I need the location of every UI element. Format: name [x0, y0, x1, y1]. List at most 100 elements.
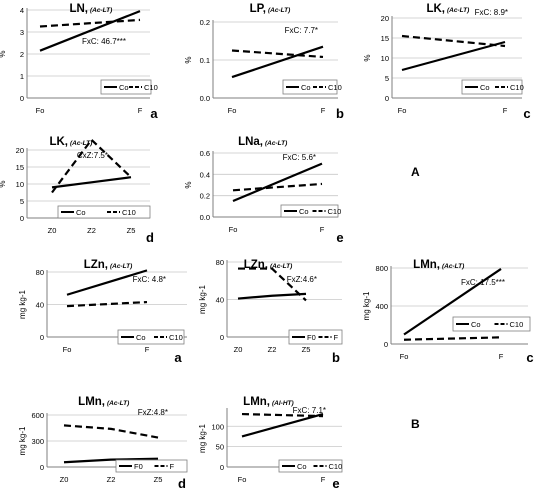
chart-title: LNa, — [238, 136, 263, 148]
chart-panel-8: 0 400 800 mg kg-1 Fo F LMn, (Ac-LT) FxC: 17.5***… — [362, 259, 534, 365]
series-line-c10 — [66, 300, 148, 308]
x-tick-label: Fo — [228, 106, 237, 115]
x-tick-label: Fo — [398, 106, 407, 115]
panel-letter: d — [178, 476, 186, 491]
y-tick-label: 0 — [20, 94, 24, 103]
y-tick-label: 5 — [20, 197, 24, 206]
stat-annotation: FxC: 5.6* — [283, 153, 316, 162]
legend-box — [288, 329, 343, 345]
y-tick-label: 5 — [385, 74, 389, 83]
chart-panel-6: 0 40 80 mg kg-1 Fo F LZn, (Ac-LT)FxC: 4.8* Co C10… — [18, 259, 187, 365]
legend-entry: Co — [297, 462, 307, 471]
legend-box — [100, 79, 152, 95]
legend-entry: C10 — [510, 83, 524, 92]
series-line-f0 — [237, 292, 307, 300]
series-line-c10 — [39, 18, 141, 28]
y-tick-label: 20 — [381, 14, 389, 23]
y-tick-label: 0.0 — [200, 213, 210, 222]
y-axis-label: mg kg-1 — [198, 285, 207, 314]
chart-title: LMn, — [413, 259, 440, 271]
y-axis-label: % — [184, 181, 193, 188]
chart-title-sub: (Al-HT) — [272, 400, 294, 407]
x-tick-label: Fo — [229, 225, 238, 234]
legend-entry: Co — [301, 83, 311, 92]
series-line-c10 — [232, 182, 323, 192]
legend-entry: F — [170, 462, 175, 471]
y-tick-label: 10 — [16, 180, 24, 189]
y-tick-label: 0.2 — [200, 192, 210, 201]
y-tick-label: 0 — [384, 340, 388, 349]
x-tick-label: F — [145, 345, 150, 354]
stat-annotation: FxC: 7.7* — [285, 26, 318, 35]
x-tick-label: F — [320, 225, 325, 234]
series-line-c10 — [241, 412, 324, 418]
y-tick-label: 0.6 — [200, 149, 210, 158]
y-tick-label: 100 — [211, 422, 224, 431]
legend-entry: Co — [480, 83, 490, 92]
y-tick-label: 300 — [31, 437, 44, 446]
panel-letter: c — [523, 106, 530, 121]
x-tick-label: Z5 — [127, 226, 136, 235]
y-tick-label: 20 — [16, 146, 24, 155]
panel-letter: e — [336, 230, 343, 245]
chart-title-sub: (Ac-LT) — [268, 7, 290, 14]
y-tick-label: 0.4 — [200, 170, 210, 179]
legend-box — [280, 204, 339, 218]
series-line-co — [401, 40, 506, 72]
stat-annotation: FxC: 7.1* — [293, 406, 326, 415]
legend-box — [278, 459, 343, 473]
y-tick-label: 0 — [20, 214, 24, 223]
legend-entry: C10 — [328, 207, 342, 216]
series-line-f — [238, 267, 307, 302]
series-line-co — [241, 413, 324, 438]
y-tick-label: 40 — [216, 296, 224, 305]
series-line-c10 — [403, 336, 502, 341]
legend-entry: F — [334, 333, 339, 342]
y-tick-label: 0 — [385, 94, 389, 103]
legend-box — [115, 459, 188, 473]
y-tick-label: 50 — [216, 443, 224, 452]
chart-title-sub: (Ac-LT) — [265, 140, 287, 147]
chart-title-sub: (Ac-LT) — [70, 140, 92, 147]
y-tick-label: 4 — [20, 6, 24, 15]
y-axis-label: % — [0, 180, 7, 187]
legend-entry: Co — [136, 333, 146, 342]
y-tick-label: 0 — [220, 463, 224, 472]
x-tick-label: Z0 — [234, 345, 243, 354]
y-axis-label: % — [184, 56, 193, 63]
x-tick-label: Z2 — [107, 475, 116, 484]
x-tick-label: Fo — [36, 106, 45, 115]
stat-annotation: FxC: 46.7*** — [82, 37, 126, 46]
group-label-b: B — [411, 417, 420, 431]
chart-title-sub: (Ac-LT) — [270, 263, 292, 270]
legend-entry: C10 — [169, 333, 183, 342]
legend-entry: F0 — [307, 333, 316, 342]
stat-annotation: FxC: 17.5*** — [461, 278, 505, 287]
legend-entry: C10 — [122, 208, 136, 217]
y-tick-label: 0 — [220, 333, 224, 342]
legend-box — [282, 79, 338, 95]
chart-panel-7: 0 40 80 mg kg-1 Z0 Z2 Z5 LZn, (Ac-LT) FxZ:4.6* F0 F… — [198, 258, 343, 365]
series-line-f — [63, 424, 159, 439]
legend-entry: Co — [471, 320, 481, 329]
y-tick-label: 80 — [216, 258, 224, 267]
chart-panel-5: 0.0 0.2 0.4 0.6% Fo F LNa, (Ac-LT) FxC: 5.6* Co C1… — [184, 136, 344, 245]
legend-entry: Co — [119, 83, 129, 92]
chart-title: LK, — [49, 136, 68, 148]
series-line-c10 — [231, 49, 324, 59]
x-tick-label: F — [138, 106, 143, 115]
stat-annotation: FxC: 8.9* — [475, 8, 508, 17]
x-tick-label: Z5 — [302, 345, 311, 354]
chart-title-sub: (Ac-LT) — [110, 263, 132, 270]
y-tick-label: 0 — [40, 333, 44, 342]
y-tick-label: 2 — [20, 50, 24, 59]
x-tick-label: Fo — [238, 475, 247, 484]
chart-panel-3: 0 5 10 15 20% Fo F LK, (Ac-LT) FxC: 8.9* Co C10 c — [363, 3, 531, 121]
panel-letter: d — [146, 230, 154, 245]
chart-title-sub: (Ac-LT) — [90, 7, 112, 14]
y-tick-label: 10 — [381, 54, 389, 63]
chart-panel-10: 0 50 100 mg kg-1 Fo F LMn, (Al-HT)FxC: 7.1* Co C1… — [198, 396, 343, 491]
series-line-co — [403, 268, 502, 336]
x-tick-label: F — [503, 106, 508, 115]
